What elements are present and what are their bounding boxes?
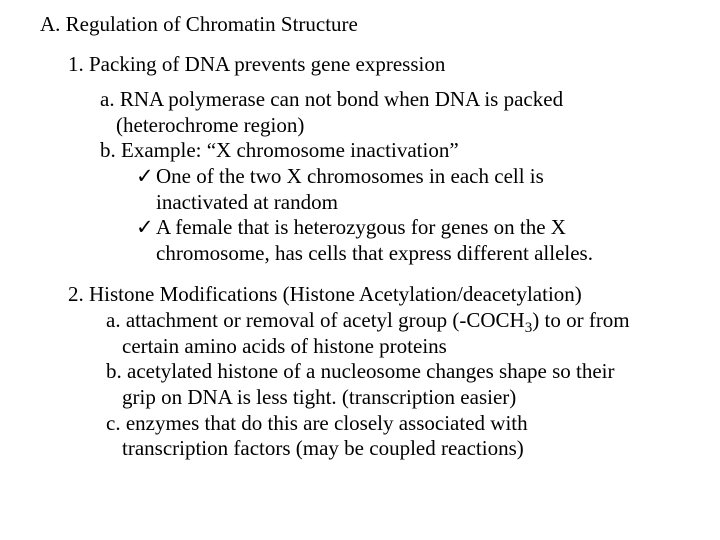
outline-item-1a-line1: a. RNA polymerase can not bond when DNA … — [100, 87, 702, 113]
outline-item-1: 1. Packing of DNA prevents gene expressi… — [68, 52, 702, 78]
outline-item-2a-line1: a. attachment or removal of acetyl group… — [106, 308, 702, 334]
outline-item-2c-line2: transcription factors (may be coupled re… — [122, 436, 702, 462]
section-title: A. Regulation of Chromatin Structure — [40, 12, 702, 38]
bullet-check-2: ✓ A female that is heterozygous for gene… — [136, 215, 702, 241]
outline-item-2a-line2: certain amino acids of histone proteins — [122, 334, 702, 360]
bullet-check-2-line1: A female that is heterozygous for genes … — [156, 215, 702, 241]
outline-item-2c-line1: c. enzymes that do this are closely asso… — [106, 411, 702, 437]
checkmark-icon: ✓ — [136, 164, 156, 190]
bullet-check-1: ✓ One of the two X chromosomes in each c… — [136, 164, 702, 190]
bullet-check-1-line2: inactivated at random — [156, 190, 702, 216]
outline-item-2a-pre: a. attachment or removal of acetyl group… — [106, 308, 525, 332]
outline-item-2b-line1: b. acetylated histone of a nucleosome ch… — [106, 359, 702, 385]
outline-item-2a-post: ) to or from — [532, 308, 629, 332]
outline-item-1b: b. Example: “X chromosome inactivation” — [100, 138, 702, 164]
bullet-check-2-line2: chromosome, has cells that express diffe… — [156, 241, 702, 267]
bullet-check-1-line1: One of the two X chromosomes in each cel… — [156, 164, 702, 190]
checkmark-icon: ✓ — [136, 215, 156, 241]
slide-content: A. Regulation of Chromatin Structure 1. … — [0, 0, 720, 474]
outline-item-1a-line2: (heterochrome region) — [116, 113, 702, 139]
outline-item-2b-line2: grip on DNA is less tight. (transcriptio… — [122, 385, 702, 411]
outline-item-2: 2. Histone Modifications (Histone Acetyl… — [68, 282, 702, 308]
